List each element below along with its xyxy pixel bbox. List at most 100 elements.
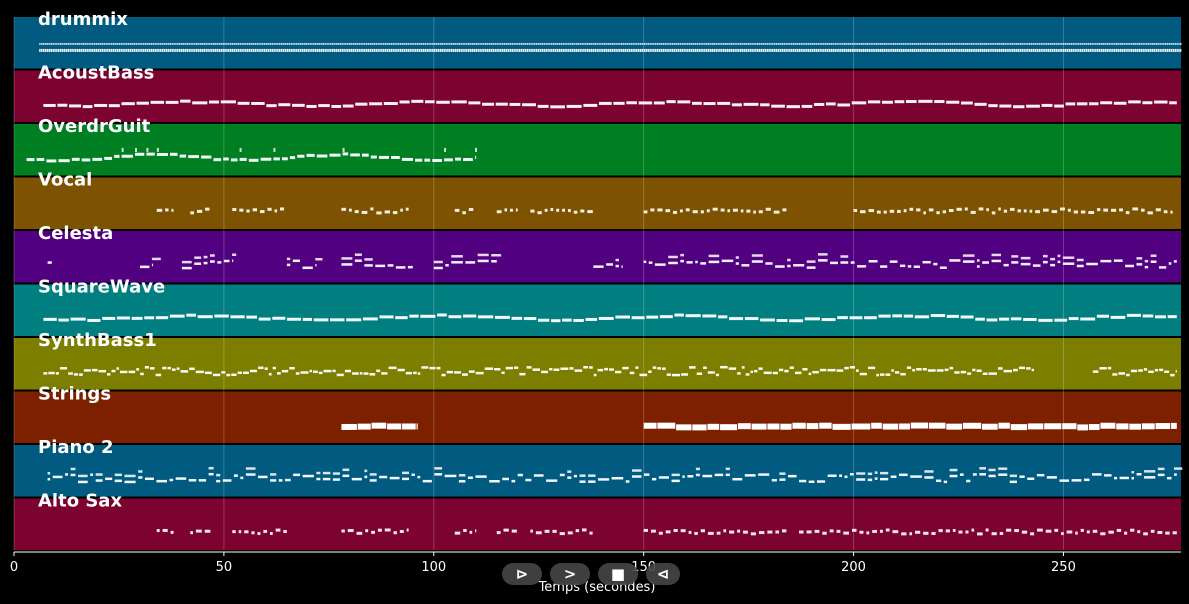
note [88,42,90,45]
note [223,157,229,161]
note [868,259,878,263]
note [1110,208,1117,212]
note [643,528,649,532]
note [545,42,547,45]
note [454,42,457,45]
note [1093,42,1095,45]
note [673,529,678,533]
note [966,42,969,45]
note [1025,48,1027,52]
note [237,101,250,105]
note [596,42,598,45]
note [411,473,415,477]
note [613,42,615,45]
note [1029,42,1031,45]
note [122,42,124,45]
note [751,254,763,257]
note [292,48,294,52]
note [1046,476,1057,479]
note [700,262,707,265]
note [970,42,972,45]
note [294,48,296,52]
note [463,158,473,162]
note [711,48,714,52]
forward-button[interactable]: > [550,563,590,585]
note [995,48,997,52]
note [39,48,41,52]
note [258,42,260,45]
note [579,480,586,483]
note [671,373,681,377]
note [894,100,905,104]
note [967,372,972,375]
note [26,158,35,162]
note [1061,532,1064,536]
note [559,532,565,536]
note [972,42,974,45]
note [504,208,508,212]
note [375,264,386,268]
note [643,210,648,214]
note [766,48,768,52]
note [946,314,959,318]
note [674,313,684,317]
note [631,469,642,472]
note [494,368,501,371]
track-label-3: Vocal [38,170,92,191]
note [916,208,921,212]
note [679,209,683,213]
note [1166,42,1169,45]
note [131,42,134,45]
note [813,42,816,45]
note [175,477,187,480]
note [868,42,870,45]
note [378,155,389,159]
note [435,48,438,52]
note [369,373,376,376]
note [689,48,691,52]
note [1010,48,1012,52]
back-button[interactable]: ⊲ [646,563,680,585]
note [927,42,929,45]
note [362,317,378,321]
stop-button[interactable]: ■ [598,563,638,585]
note [1066,48,1069,52]
note [934,48,937,52]
note [477,259,489,263]
note [1057,42,1059,45]
note [655,48,657,52]
note [808,372,812,376]
note [855,42,857,45]
note [84,48,86,52]
note [813,48,816,52]
note [837,103,851,107]
note [150,48,153,52]
note [894,48,897,52]
note [815,42,818,45]
note [1023,42,1025,45]
note [86,42,88,45]
play-button[interactable]: ⊳ [502,563,542,585]
note [991,532,997,536]
note [635,366,639,369]
note [1147,211,1153,215]
note [141,42,143,45]
note [464,42,466,45]
note [910,475,922,478]
note [1021,48,1023,52]
note [526,48,529,52]
note [537,42,540,45]
note [695,473,700,477]
note [913,48,916,52]
note [373,42,376,45]
note [348,48,351,52]
note [638,48,640,52]
note [1159,48,1161,52]
note [945,48,948,52]
note [352,372,359,375]
note [120,42,122,45]
note [367,48,370,52]
note [842,42,844,45]
note [197,315,213,319]
note [1023,48,1025,52]
